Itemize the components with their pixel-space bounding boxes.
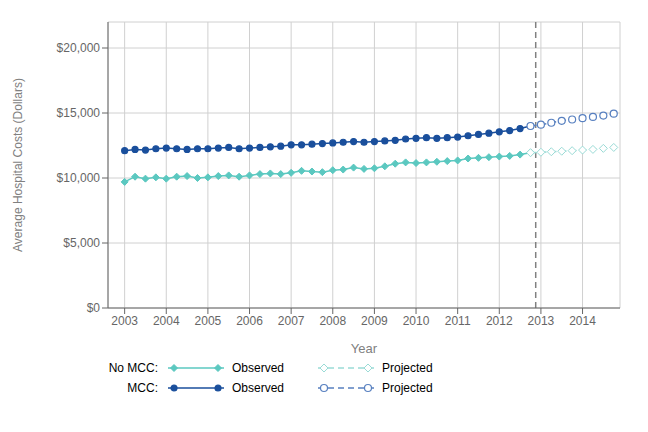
svg-text:Average Hospital Costs (Dollar: Average Hospital Costs (Dollars): [11, 78, 25, 252]
svg-text:2011: 2011: [445, 314, 471, 328]
svg-text:$0: $0: [87, 301, 101, 315]
html-text:MCC:: MCC:: [127, 381, 158, 395]
svg-text:2007: 2007: [278, 314, 305, 328]
html-text:No MCC:: No MCC:: [108, 361, 158, 375]
svg-text:2009: 2009: [361, 314, 388, 328]
svg-text:2003: 2003: [111, 314, 138, 328]
svg-text:Year: Year: [351, 341, 378, 356]
svg-text:2014: 2014: [569, 314, 596, 328]
svg-text:$20,000: $20,000: [57, 41, 101, 55]
svg-text:2004: 2004: [153, 314, 180, 328]
svg-text:$10,000: $10,000: [57, 171, 101, 185]
svg-text:$15,000: $15,000: [57, 106, 101, 120]
svg-text:2008: 2008: [319, 314, 346, 328]
svg-text:$5,000: $5,000: [63, 236, 100, 250]
svg-text:2006: 2006: [236, 314, 263, 328]
html-text:Observed: Observed: [232, 361, 284, 375]
svg-text:2013: 2013: [528, 314, 555, 328]
svg-text:2005: 2005: [195, 314, 222, 328]
html-text:Projected: Projected: [382, 381, 433, 395]
html-text:Observed: Observed: [232, 381, 284, 395]
svg-text:2010: 2010: [403, 314, 430, 328]
svg-text:2012: 2012: [486, 314, 513, 328]
html-text:Projected: Projected: [382, 361, 433, 375]
